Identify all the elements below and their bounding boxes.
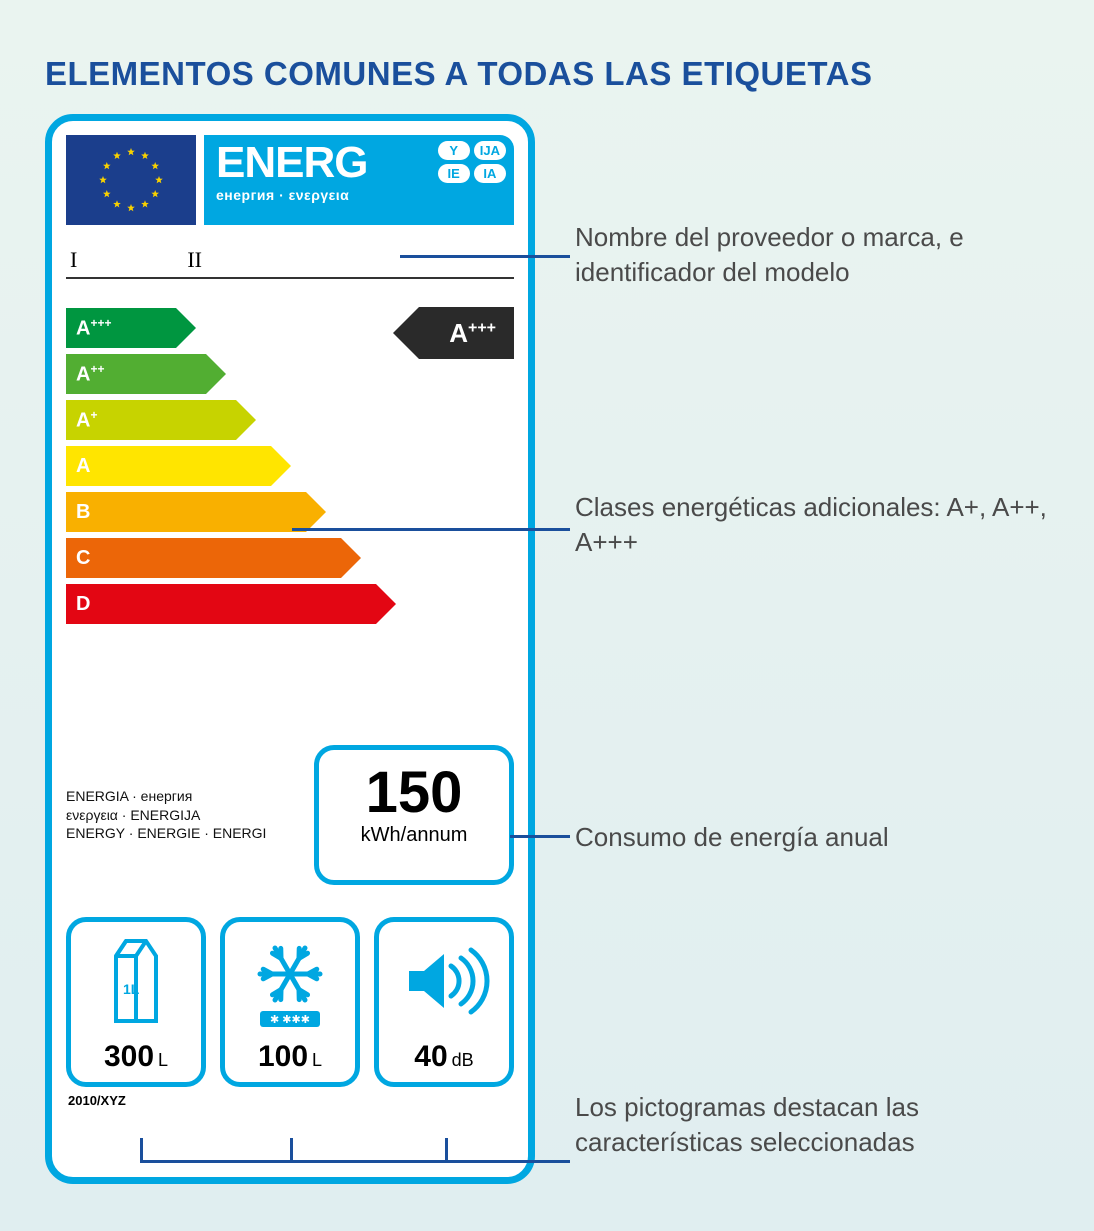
lang-line: ENERGIA · енергия (66, 787, 266, 806)
lang-badge: IA (474, 164, 506, 183)
pictogram-value: 100L (258, 1040, 322, 1074)
lang-line: ENERGY · ENERGIE · ENERGI (66, 824, 266, 843)
efficiency-arrow: D (66, 584, 376, 624)
freezer-icon: ✱ ✱✱✱ (225, 922, 355, 1040)
lang-badge: Y (438, 141, 470, 160)
energ-subtitle: енергия · ενεργεια (216, 187, 504, 203)
class-indicator-value: A+++ (449, 318, 496, 349)
efficiency-arrow: A+++ (66, 308, 176, 348)
regulation-code: 2010/XYZ (66, 1093, 514, 1108)
svg-text:✱ ✱✱✱: ✱ ✱✱✱ (270, 1014, 310, 1026)
energia-multilang: ENERGIA · енергия ενεργεια · ENERGIJA EN… (66, 787, 266, 844)
efficiency-class-label: D (76, 593, 90, 616)
supplier-col-2: II (187, 247, 202, 273)
efficiency-arrow: B (66, 492, 306, 532)
consumption-value: 150 (319, 764, 509, 822)
label-header: ENERG енергия · ενεργεια Y IJA IE IA (66, 135, 514, 225)
efficiency-row: A+ (66, 399, 514, 441)
pictogram-value: 300L (104, 1040, 168, 1074)
efficiency-block: A+++ A+++ A++ A+ ABCD (66, 307, 514, 625)
pictogram-box-freezer: ✱ ✱✱✱ 100L (220, 917, 360, 1087)
lead-line (292, 528, 570, 531)
pictogram-box-noise: 40dB (374, 917, 514, 1087)
efficiency-arrow: C (66, 538, 341, 578)
efficiency-class-label: C (76, 547, 90, 570)
lead-line (140, 1160, 570, 1163)
callout-consumption: Consumo de energía anual (575, 820, 1075, 855)
svg-text:1L: 1L (123, 981, 140, 997)
eu-flag-icon (66, 135, 196, 225)
consumption-box: 150 kWh/annum (314, 745, 514, 885)
efficiency-row: C (66, 537, 514, 579)
fridge-icon: 1L (71, 922, 201, 1040)
efficiency-row: B (66, 491, 514, 533)
efficiency-arrow: A++ (66, 354, 206, 394)
lead-line (445, 1138, 448, 1160)
consumption-unit: kWh/annum (319, 824, 509, 847)
supplier-row: I II (66, 247, 514, 279)
lang-badge: IE (438, 164, 470, 183)
efficiency-class-label: B (76, 501, 90, 524)
supplier-col-1: I (70, 247, 77, 273)
callout-classes: Clases energéticas adicionales: A+, A++,… (575, 490, 1075, 560)
energy-label: ENERG енергия · ενεργεια Y IJA IE IA I I… (45, 114, 535, 1184)
efficiency-row: A (66, 445, 514, 487)
lang-line: ενεργεια · ENERGIJA (66, 806, 266, 825)
consumption-row: ENERGIA · енергия ενεργεια · ENERGIJA EN… (66, 745, 514, 885)
pictogram-box-fridge: 1L 300L (66, 917, 206, 1087)
lead-line (290, 1138, 293, 1160)
energ-banner: ENERG енергия · ενεργεια Y IJA IE IA (204, 135, 514, 225)
pictogram-value: 40dB (414, 1040, 473, 1074)
efficiency-class-label: A+++ (76, 316, 111, 341)
lang-badges: Y IJA IE IA (438, 141, 506, 183)
class-indicator: A+++ (419, 307, 514, 359)
lead-line (140, 1138, 143, 1160)
efficiency-class-label: A (76, 455, 90, 478)
callout-supplier: Nombre del proveedor o marca, e identifi… (575, 220, 1075, 290)
callout-pictograms: Los pictogramas destacan las característ… (575, 1090, 1075, 1160)
page-title: ELEMENTOS COMUNES A TODAS LAS ETIQUETAS (45, 55, 872, 93)
efficiency-row: D (66, 583, 514, 625)
efficiency-arrow: A+ (66, 400, 236, 440)
efficiency-row: A++ (66, 353, 514, 395)
efficiency-arrow: A (66, 446, 271, 486)
noise-icon (379, 922, 509, 1040)
lead-line (510, 835, 570, 838)
lang-badge: IJA (474, 141, 506, 160)
pictogram-row: 1L 300L ✱ ✱✱✱ 100L 40dB (66, 917, 514, 1087)
efficiency-class-label: A++ (76, 362, 104, 387)
lead-line (400, 255, 570, 258)
efficiency-class-label: A+ (76, 408, 97, 433)
